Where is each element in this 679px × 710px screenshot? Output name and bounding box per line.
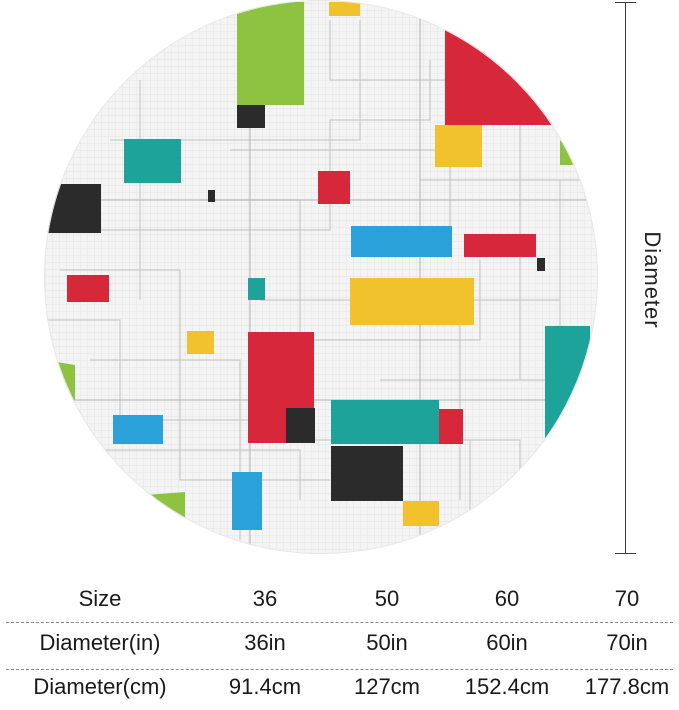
table-cell: 36in — [244, 630, 286, 655]
green-block — [145, 492, 185, 520]
red-block — [318, 171, 350, 204]
teal-block — [248, 278, 265, 300]
red-block — [464, 234, 536, 257]
black-block — [537, 258, 545, 271]
teal-block — [331, 400, 439, 444]
table-cell: 60in — [486, 630, 528, 655]
table-cell: 152.4cm — [464, 674, 550, 699]
row-divider — [6, 622, 673, 623]
green-block — [237, 2, 304, 105]
black-block — [237, 105, 265, 128]
yellow-block — [329, 2, 360, 16]
row-label: Diameter(cm) — [33, 674, 167, 699]
table-cell: 50 — [374, 586, 400, 611]
blue-block — [232, 472, 262, 530]
teal-block — [545, 326, 590, 438]
blue-block — [113, 415, 163, 444]
diameter-cm-row: Diameter(cm) 91.4cm 127cm 152.4cm 177.8c… — [0, 666, 679, 710]
table-cell: 70in — [606, 630, 648, 655]
yellow-block — [403, 501, 439, 526]
size-table: Size 36 50 60 70 Diameter(in) 36in 50in … — [0, 578, 679, 710]
diameter-label: Diameter — [640, 231, 665, 329]
dimension-cap-bottom — [615, 553, 636, 554]
red-block — [445, 30, 565, 125]
table-cell: 177.8cm — [584, 674, 670, 699]
blue-block — [351, 226, 452, 257]
yellow-block — [187, 331, 214, 354]
red-block — [439, 409, 463, 444]
size-row: Size 36 50 60 70 — [0, 578, 679, 622]
table-cell: 50in — [366, 630, 408, 655]
row-label: Diameter(in) — [39, 630, 161, 655]
yellow-block — [350, 278, 474, 325]
table-cell: 91.4cm — [228, 674, 302, 699]
row-divider — [6, 669, 673, 670]
table-cell: 127cm — [353, 674, 421, 699]
row-label: Size — [78, 586, 122, 611]
diameter-in-row: Diameter(in) 36in 50in 60in 70in — [0, 622, 679, 666]
dimension-cap-top — [615, 2, 636, 3]
yellow-block — [435, 125, 482, 167]
black-block — [331, 446, 403, 501]
red-block — [67, 275, 109, 302]
teal-block — [124, 139, 181, 183]
diameter-dimension-line — [625, 2, 626, 554]
black-block — [208, 190, 215, 202]
table-cell: 60 — [494, 586, 520, 611]
table-cell: 70 — [614, 586, 640, 611]
black-block — [286, 408, 315, 443]
table-cell: 36 — [252, 586, 278, 611]
round-rug-image — [44, 0, 598, 554]
